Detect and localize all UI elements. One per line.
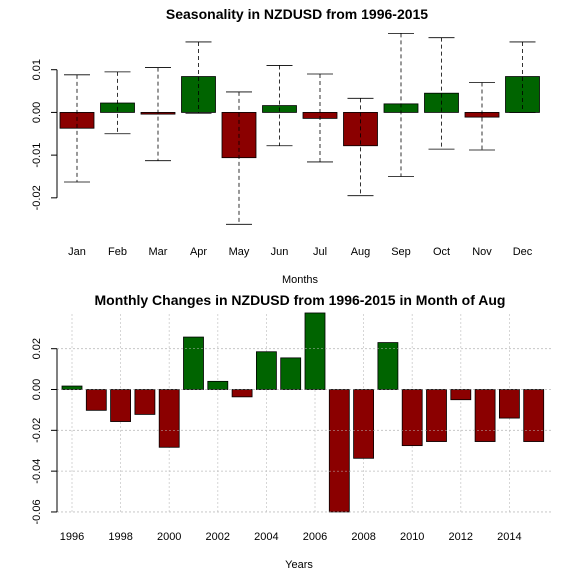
seasonality-x-axis-label: Months <box>282 274 319 286</box>
monthly-changes-x-axis: 1996 1998 2000 2002 2004 2006 2008 2010 2012 2014 <box>60 531 522 543</box>
seasonality-x-tick-label: Jan <box>68 246 86 258</box>
monthly-changes-x-tick-label: 1996 <box>60 531 84 543</box>
monthly-changes-x-tick-label: 2004 <box>254 531 278 543</box>
seasonality-y-axis: 0.01 0.00 -0.01 -0.02 <box>31 59 58 210</box>
seasonality-chart-title: Seasonality in NZDUSD from 1996-2015 <box>166 6 428 22</box>
seasonality-y-tick-label: -0.01 <box>31 143 43 168</box>
seasonality-x-tick-label: Jun <box>271 246 289 258</box>
seasonality-y-tick-label: 0.01 <box>31 59 43 80</box>
monthly-changes-y-tick-label: -0.02 <box>31 418 43 443</box>
seasonality-y-tick-label: -0.02 <box>31 185 43 210</box>
seasonality-bars <box>59 76 540 159</box>
monthly-changes-bar-2002 <box>207 380 229 390</box>
monthly-changes-bar-2008 <box>353 389 375 459</box>
monthly-changes-x-tick-label: 2002 <box>206 531 230 543</box>
monthly-changes-bar-2013 <box>474 389 496 442</box>
monthly-changes-bars <box>57 312 552 513</box>
monthly-changes-bar-2005 <box>280 357 302 390</box>
seasonality-x-tick-label: Feb <box>108 246 127 258</box>
seasonality-x-tick-label: Sep <box>391 246 411 258</box>
monthly-changes-x-tick-label: 2008 <box>351 531 375 543</box>
seasonality-x-tick-label: May <box>229 246 250 258</box>
seasonality-x-tick-label: Apr <box>190 246 207 258</box>
monthly-changes-x-tick-label: 2006 <box>303 531 327 543</box>
monthly-changes-chart-title: Monthly Changes in NZDUSD from 1996-2015… <box>95 292 506 308</box>
monthly-changes-bar-1999 <box>134 389 156 415</box>
monthly-changes-bar-2004 <box>255 351 277 390</box>
seasonality-y-tick-label: 0.00 <box>31 102 43 123</box>
monthly-changes-y-axis: 0.02 0.00 -0.02 -0.04 -0.06 <box>31 338 58 524</box>
monthly-changes-chart: Monthly Changes in NZDUSD from 1996-2015… <box>31 292 552 571</box>
monthly-changes-bar-2001 <box>183 336 204 390</box>
monthly-changes-x-tick-label: 1998 <box>108 531 132 543</box>
seasonality-x-tick-label: Aug <box>351 246 371 258</box>
seasonality-x-tick-label: Jul <box>313 246 327 258</box>
monthly-changes-bar-2009 <box>377 342 399 390</box>
monthly-changes-bar-2010 <box>401 389 423 447</box>
seasonality-x-tick-label: Nov <box>472 246 492 258</box>
monthly-changes-x-tick-label: 2012 <box>449 531 473 543</box>
monthly-changes-x-tick-label: 2010 <box>400 531 424 543</box>
seasonality-x-tick-label: Mar <box>149 246 168 258</box>
monthly-changes-y-tick-label: -0.04 <box>31 459 43 484</box>
monthly-changes-bar-2000 <box>158 389 180 448</box>
monthly-changes-bar-2006 <box>304 312 326 390</box>
monthly-changes-x-tick-label: 2014 <box>497 531 521 543</box>
monthly-changes-x-tick-label: 2000 <box>157 531 181 543</box>
seasonality-x-tick-label: Oct <box>433 246 450 258</box>
monthly-changes-bar-1997 <box>85 389 107 411</box>
monthly-changes-bar-2012 <box>450 389 472 401</box>
monthly-changes-x-axis-label: Years <box>285 559 313 571</box>
seasonality-whiskers <box>64 33 536 225</box>
monthly-changes-y-tick-label: 0.02 <box>31 338 43 359</box>
monthly-changes-bar-2015 <box>523 389 545 442</box>
monthly-changes-y-tick-label: -0.06 <box>31 499 43 524</box>
monthly-changes-bar-1998 <box>110 389 131 422</box>
seasonality-x-axis: Jan Feb Mar Apr May Jun Jul Aug Sep Oct Nov Dec <box>68 246 533 258</box>
monthly-changes-bar-2007 <box>328 389 350 513</box>
monthly-changes-bar-2003 <box>231 389 253 398</box>
seasonality-x-tick-label: Dec <box>513 246 533 258</box>
monthly-changes-y-tick-label: 0.00 <box>31 379 43 400</box>
monthly-changes-bar-1996 <box>61 385 83 390</box>
monthly-changes-bar-2011 <box>426 389 447 442</box>
seasonality-chart: Seasonality in NZDUSD from 1996-2015 0.0… <box>31 6 540 286</box>
monthly-changes-bar-2014 <box>498 389 520 419</box>
